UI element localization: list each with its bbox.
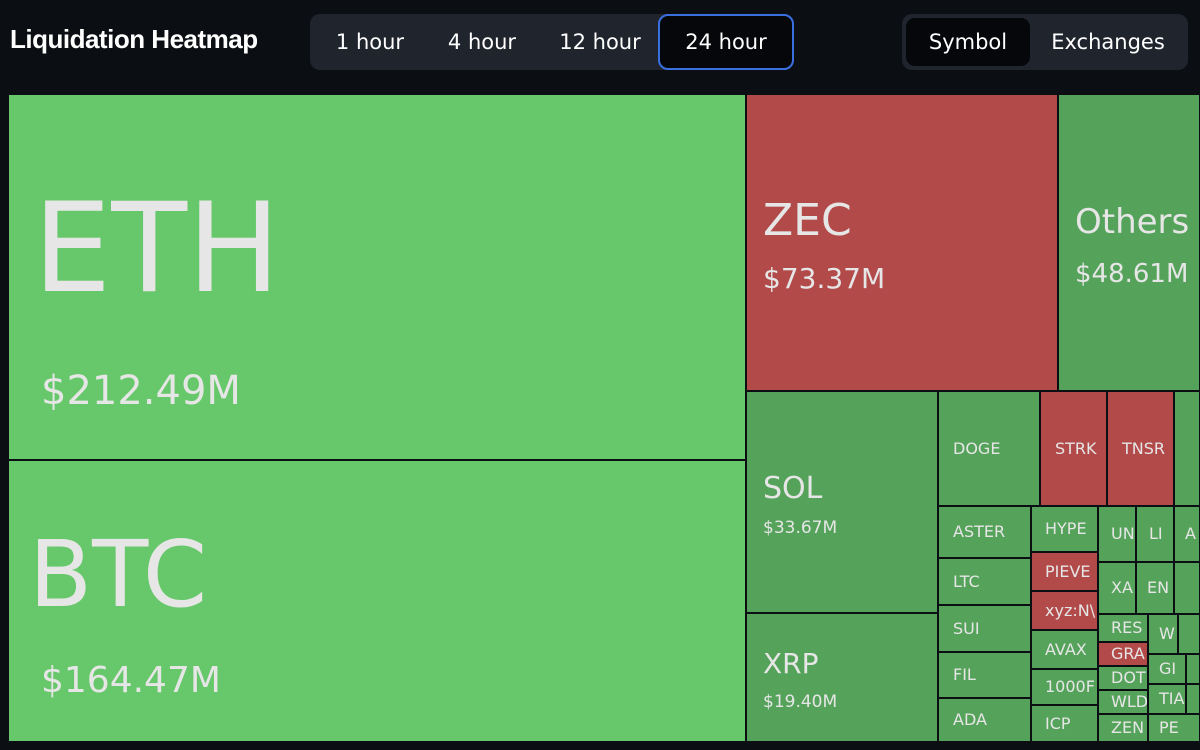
tile-value: $212.49M — [41, 368, 241, 414]
tile-symbol: ASTER — [953, 522, 1006, 541]
tile-icp[interactable]: ICP — [1031, 705, 1098, 742]
tile-avax[interactable]: AVAX — [1031, 630, 1098, 669]
tile-res[interactable]: RES — [1098, 614, 1148, 642]
tile-ltc[interactable]: LTC — [938, 558, 1031, 605]
tile-value: $33.67M — [763, 518, 838, 538]
tile-symbol: AVAX — [1045, 639, 1087, 659]
tile-symbol: GI — [1159, 659, 1177, 678]
page-title: Liquidation Heatmap — [10, 24, 258, 54]
tile-btc[interactable]: BTC $164.47M — [8, 460, 746, 742]
tile-symbol: TNSR — [1122, 438, 1166, 458]
tile-symbol: SUI — [953, 618, 980, 638]
tile-fil[interactable]: FIL — [938, 652, 1031, 698]
tile-unlabeled[interactable] — [1186, 684, 1200, 714]
tile-symbol: PE — [1159, 718, 1179, 737]
tile-symbol: ETH — [33, 177, 281, 321]
tile-xa[interactable]: XA — [1098, 562, 1136, 614]
heatmap: ETH $212.49M BTC $164.47M ZEC $73.37M Ot… — [8, 94, 1200, 742]
tile-symbol: ADA — [953, 710, 987, 729]
tile-en[interactable]: EN — [1136, 562, 1174, 614]
tile-gi[interactable]: GI — [1148, 654, 1186, 684]
view-selector: Symbol Exchanges — [902, 14, 1188, 70]
tile-sui[interactable]: SUI — [938, 605, 1031, 652]
tile-symbol: FIL — [953, 665, 976, 684]
tile-eth[interactable]: ETH $212.49M — [8, 94, 746, 460]
tile-doge[interactable]: DOGE — [938, 391, 1040, 506]
tile-symbol: xyz:N\ — [1045, 600, 1096, 620]
tile-symbol: PIEVE — [1045, 561, 1091, 581]
tile-1000f[interactable]: 1000F — [1031, 669, 1098, 705]
tile-symbol: WLD — [1111, 692, 1148, 711]
tile-symbol: DOGE — [953, 438, 1001, 458]
tile-ada[interactable]: ADA — [938, 698, 1031, 742]
tile-tia[interactable]: TIA — [1148, 684, 1186, 714]
tile-symbol: BTC — [29, 521, 208, 628]
tile-symbol: ICP — [1045, 713, 1071, 733]
tile-symbol: RES — [1111, 618, 1143, 637]
tile-symbol: HYPE — [1045, 519, 1087, 538]
view-exchanges[interactable]: Exchanges — [1051, 30, 1165, 54]
tile-symbol: LTC — [953, 571, 980, 591]
tile-symbol: GRA — [1111, 644, 1145, 663]
tile-zen[interactable]: ZEN — [1098, 714, 1148, 742]
timeframe-1-hour[interactable]: 1 hour — [335, 30, 405, 54]
timeframe-selector: 1 hour 4 hour 12 hour 24 hour — [310, 14, 794, 70]
tile-dot[interactable]: DOT — [1098, 666, 1148, 690]
tile-others[interactable]: Others $48.61M — [1058, 94, 1200, 391]
tile-symbol: UN — [1111, 524, 1135, 543]
tile-symbol: XRP — [763, 647, 819, 680]
tile-unlabeled[interactable] — [1174, 562, 1200, 614]
tile-symbol: SOL — [763, 471, 823, 506]
tile-li[interactable]: LI — [1136, 506, 1174, 562]
tile-pe[interactable]: PE — [1148, 714, 1200, 742]
tile-strk[interactable]: STRK — [1040, 391, 1107, 506]
tile-unlabeled[interactable] — [1174, 391, 1200, 506]
tile-value: $73.37M — [763, 262, 886, 295]
tile-unlabeled[interactable] — [1186, 654, 1200, 684]
tile-symbol: Others — [1075, 202, 1190, 242]
tile-symbol: W — [1159, 624, 1175, 643]
tile-symbol: A — [1185, 524, 1196, 543]
tile-symbol: ZEN — [1111, 718, 1145, 737]
tile-symbol: STRK — [1055, 438, 1097, 458]
timeframe-12-hour[interactable]: 12 hour — [559, 30, 641, 54]
view-symbol[interactable]: Symbol — [906, 18, 1030, 66]
tile-sol[interactable]: SOL $33.67M — [746, 391, 938, 613]
tile-tnsr[interactable]: TNSR — [1107, 391, 1174, 506]
tile-symbol: TIA — [1159, 689, 1185, 708]
tile-symbol: EN — [1147, 578, 1170, 597]
tile-pieve[interactable]: PIEVE — [1031, 552, 1098, 591]
tile-hype[interactable]: HYPE — [1031, 506, 1098, 552]
tile-aster[interactable]: ASTER — [938, 506, 1031, 558]
tile-wld[interactable]: WLD — [1098, 690, 1148, 714]
tile-symbol: 1000F — [1045, 677, 1095, 696]
tile-value: $164.47M — [41, 660, 221, 701]
tile-a[interactable]: A — [1174, 506, 1200, 562]
tile-zec[interactable]: ZEC $73.37M — [746, 94, 1058, 391]
tile-gra[interactable]: GRA — [1098, 642, 1148, 666]
tile-w[interactable]: W — [1148, 614, 1178, 654]
tile-value: $48.61M — [1075, 259, 1189, 289]
tile-symbol: DOT — [1111, 668, 1146, 687]
tile-value: $19.40M — [763, 692, 838, 712]
tile-xrp[interactable]: XRP $19.40M — [746, 613, 938, 742]
tile-symbol: LI — [1149, 524, 1163, 543]
tile-symbol: XA — [1111, 578, 1133, 597]
timeframe-4-hour[interactable]: 4 hour — [447, 30, 517, 54]
tile-un[interactable]: UN — [1098, 506, 1136, 562]
tile-xyz[interactable]: xyz:N\ — [1031, 591, 1098, 630]
tile-unlabeled[interactable] — [1178, 614, 1200, 654]
tile-symbol: ZEC — [763, 195, 852, 246]
timeframe-24-hour[interactable]: 24 hour — [658, 14, 794, 70]
